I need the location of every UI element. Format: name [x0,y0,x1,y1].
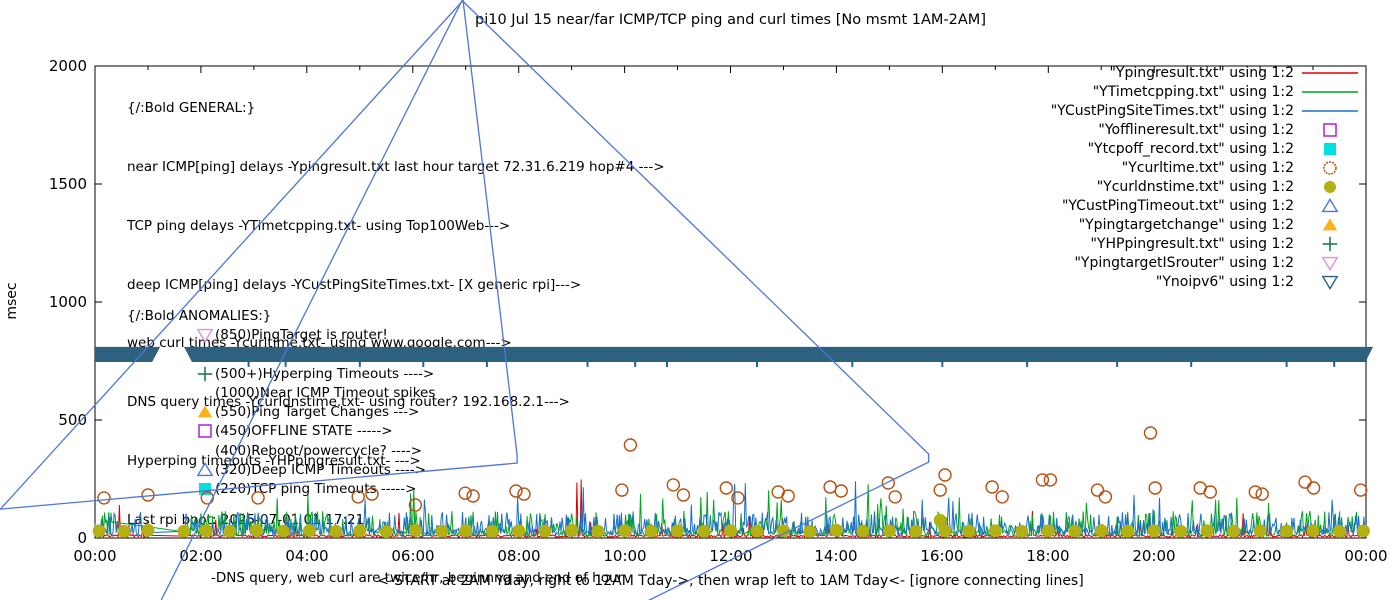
annotation-line: {/:Bold GENERAL:} [127,100,256,117]
y-tick-label: 2000 [48,57,87,75]
plus-icon [197,366,215,382]
x-tick-label: 16:00 [920,547,964,565]
circle-icon [1300,160,1360,176]
line-sample-icon [1300,65,1360,81]
annotation-line: TCP ping delays -YTimetcpping.txt- using… [127,217,511,234]
anomaly-line: (500+)Hyperping Timeouts ----> [127,364,435,383]
x-tick-label: 14:00 [814,547,858,565]
legend-row: "YHPpingresult.txt" using 1:2 [1051,234,1360,253]
legend-row: "YTimetcpping.txt" using 1:2 [1051,82,1360,101]
anomaly-line: (400)Reboot/powercycle? ----> [215,442,422,459]
annotation-line: deep ICMP[ping] delays -YCustPingSiteTim… [127,276,582,293]
anomalies-annotation-block: {/:Bold ANOMALIES:} (850)PingTarget is r… [127,306,435,499]
legend-row: "YpingtargetISrouter" using 1:2 [1051,253,1360,272]
anomaly-line: (220)TCP ping Timeouts -----> [127,480,435,499]
y-tick-label: 0 [77,529,87,547]
annotation-line: Last rpi boot: 2025-07-01 01:17:21 [127,511,365,528]
x-tick-label: 20:00 [1132,547,1176,565]
legend-row: "Yofflineresult.txt" using 1:2 [1051,120,1360,139]
line-sample-icon [1300,103,1360,119]
square-icon [1300,141,1360,157]
legend-row: "Ycurldnstime.txt" using 1:2 [1051,177,1360,196]
triangle-up-icon [196,462,215,478]
legend-row: "YCustPingSiteTimes.txt" using 1:2 [1051,101,1360,120]
y-tick-label: 1500 [48,175,87,193]
anomaly-line: (785)No v6 fallback -----> [127,345,435,364]
plus-icon [1300,236,1360,252]
y-tick-label: 500 [58,411,87,429]
anomaly-line: (320)Deep ICMP Timeouts ----> [127,460,435,479]
x-tick-label: 00:00 [73,547,117,565]
x-tick-label: 22:00 [1238,547,1282,565]
legend-row: "YCustPingTimeout.txt" using 1:2 [1051,196,1360,215]
triangle-up-icon [1300,197,1360,214]
legend-row: "Ypingtargetchange" using 1:2 [1051,215,1360,234]
legend-row: "Ypingresult.txt" using 1:2 [1051,63,1360,82]
y-axis-label: msec [4,282,20,320]
legend-row: "Ytcpoff_record.txt" using 1:2 [1051,139,1360,158]
anomaly-line: (550)Ping Target Changes ---> [127,402,435,421]
annotation-line: -DNS query, web curl are twice/hr, begin… [211,570,624,587]
square-icon [1300,122,1360,138]
anomalies-header: {/:Bold ANOMALIES:} [127,307,272,324]
annotation-line: near ICMP[ping] delays -Ypingresult.txt … [127,158,665,175]
x-tick-label: 12:00 [709,547,753,565]
x-tick-label: 18:00 [1026,547,1070,565]
triangle-up-icon [1300,217,1360,233]
anomaly-line: (1000)Near ICMP Timeout spikes [215,384,436,401]
square-icon [197,423,215,439]
square-icon [197,481,215,497]
legend: "Ypingresult.txt" using 1:2 "YTimetcppin… [1051,63,1360,291]
chart-title: pi10 Jul 15 near/far ICMP/TCP ping and c… [475,12,986,28]
triangle-down-icon [196,327,215,343]
triangle-down-icon [1300,255,1360,271]
circle-icon [1300,179,1360,195]
legend-row: "Ynoipv6" using 1:2 [1051,272,1360,291]
legend-row: "Ycurltime.txt" using 1:2 [1051,158,1360,177]
line-sample-icon [1300,84,1360,100]
triangle-down-icon [196,346,215,363]
y-tick-label: 1000 [48,293,87,311]
triangle-down-icon [1300,274,1360,290]
anomaly-line: (850)PingTarget is router! [127,325,435,344]
x-tick-label: 00:00 [1344,547,1388,565]
anomaly-line: (450)OFFLINE STATE -----> [127,422,435,441]
triangle-up-icon [197,404,215,420]
